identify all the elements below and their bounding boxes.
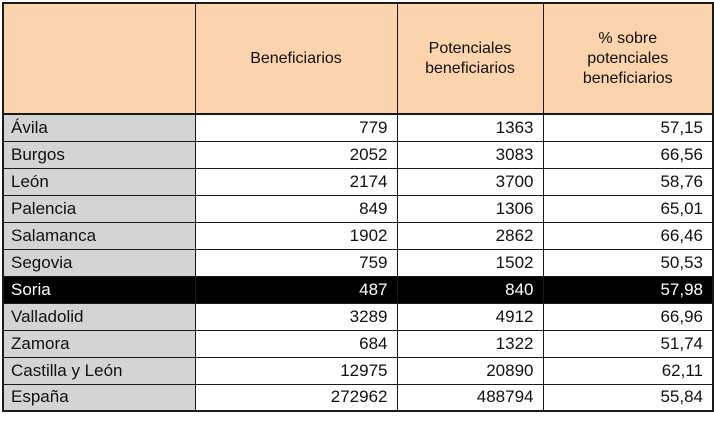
pct-cell: 55,84	[542, 383, 714, 412]
header-pct-sobre: % sobre potenciales beneficiarios	[542, 2, 714, 115]
table-row: Castilla y León 12975 20890 62,11	[2, 356, 714, 385]
beneficiarios-cell: 487	[194, 275, 398, 304]
potenciales-cell: 4912	[396, 302, 544, 331]
header-pct-sobre-label: % sobre potenciales beneficiarios	[582, 29, 673, 87]
header-beneficiarios-label: Beneficiarios	[250, 49, 342, 67]
potenciales-cell: 1306	[396, 194, 544, 223]
row-label: Zamora	[2, 329, 196, 358]
pct-cell: 65,01	[542, 194, 714, 223]
header-beneficiarios: Beneficiarios	[194, 2, 398, 115]
table-row: Valladolid 3289 4912 66,96	[2, 302, 714, 331]
header-potenciales-label: Potenciales beneficiarios	[425, 39, 515, 77]
table-row: Segovia 759 1502 50,53	[2, 248, 714, 277]
potenciales-cell: 20890	[396, 356, 544, 385]
beneficiarios-cell: 779	[194, 113, 398, 142]
potenciales-cell: 3083	[396, 140, 544, 169]
row-label: Soria	[2, 275, 196, 304]
header-potenciales: Potenciales beneficiarios	[396, 2, 544, 115]
header-empty-cell	[2, 2, 196, 115]
potenciales-cell: 488794	[396, 383, 544, 412]
potenciales-cell: 1322	[396, 329, 544, 358]
pct-cell: 57,15	[542, 113, 714, 142]
pct-cell: 66,96	[542, 302, 714, 331]
potenciales-cell: 1363	[396, 113, 544, 142]
row-label: Ávila	[2, 113, 196, 142]
table-row: Palencia 849 1306 65,01	[2, 194, 714, 223]
beneficiarios-cell: 12975	[194, 356, 398, 385]
table-body: Ávila 779 1363 57,15 Burgos 2052 3083 66…	[2, 113, 714, 412]
potenciales-cell: 2862	[396, 221, 544, 250]
row-label: Segovia	[2, 248, 196, 277]
beneficiarios-cell: 759	[194, 248, 398, 277]
row-label: León	[2, 167, 196, 196]
row-label: Valladolid	[2, 302, 196, 331]
table-row: Salamanca 1902 2862 66,46	[2, 221, 714, 250]
potenciales-cell: 840	[396, 275, 544, 304]
row-label: Castilla y León	[2, 356, 196, 385]
row-label: Palencia	[2, 194, 196, 223]
table-row: Soria 487 840 57,98	[2, 275, 714, 304]
table-row: España 272962 488794 55,84	[2, 383, 714, 412]
pct-cell: 57,98	[542, 275, 714, 304]
beneficiarios-cell: 684	[194, 329, 398, 358]
beneficiaries-table: Beneficiarios Potenciales beneficiarios …	[2, 2, 714, 412]
pct-cell: 51,74	[542, 329, 714, 358]
table-row: Ávila 779 1363 57,15	[2, 113, 714, 142]
potenciales-cell: 3700	[396, 167, 544, 196]
table-row: Zamora 684 1322 51,74	[2, 329, 714, 358]
pct-cell: 66,46	[542, 221, 714, 250]
table-row: León 2174 3700 58,76	[2, 167, 714, 196]
pct-cell: 66,56	[542, 140, 714, 169]
pct-cell: 58,76	[542, 167, 714, 196]
row-label: Salamanca	[2, 221, 196, 250]
beneficiarios-cell: 3289	[194, 302, 398, 331]
beneficiarios-cell: 2052	[194, 140, 398, 169]
beneficiarios-cell: 849	[194, 194, 398, 223]
row-label: Burgos	[2, 140, 196, 169]
pct-cell: 50,53	[542, 248, 714, 277]
beneficiarios-cell: 272962	[194, 383, 398, 412]
beneficiarios-cell: 1902	[194, 221, 398, 250]
pct-cell: 62,11	[542, 356, 714, 385]
potenciales-cell: 1502	[396, 248, 544, 277]
table-header-row: Beneficiarios Potenciales beneficiarios …	[2, 2, 714, 115]
row-label: España	[2, 383, 196, 412]
table-row: Burgos 2052 3083 66,56	[2, 140, 714, 169]
beneficiarios-cell: 2174	[194, 167, 398, 196]
